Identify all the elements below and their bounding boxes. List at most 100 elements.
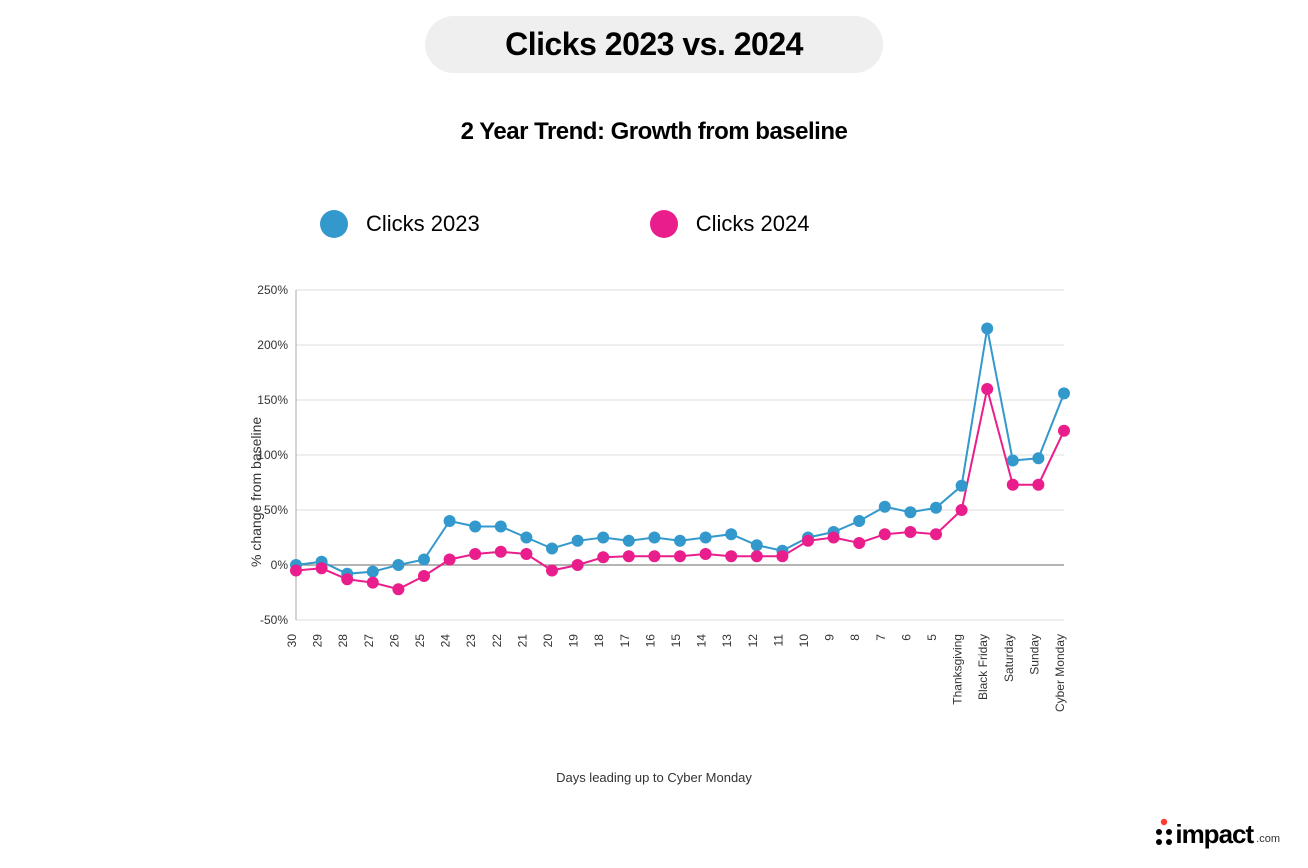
legend-item: Clicks 2024 xyxy=(650,210,810,238)
series-marker xyxy=(418,570,430,582)
series-marker xyxy=(1007,479,1019,491)
logo-suffix: .com xyxy=(1256,833,1280,845)
x-tick-label: 28 xyxy=(336,634,350,648)
series-marker xyxy=(444,554,456,566)
series-marker xyxy=(623,550,635,562)
x-tick-label: 21 xyxy=(515,634,529,648)
series-marker xyxy=(367,577,379,589)
y-tick-label: 50% xyxy=(264,503,288,517)
series-marker xyxy=(1032,452,1044,464)
series-marker xyxy=(879,501,891,513)
series-marker xyxy=(879,528,891,540)
y-tick-label: 150% xyxy=(257,393,288,407)
logo-dots-icon xyxy=(1155,818,1173,850)
page-root: Clicks 2023 vs. 2024 2 Year Trend: Growt… xyxy=(0,0,1308,868)
series-marker xyxy=(828,532,840,544)
series-marker xyxy=(981,323,993,335)
series-marker xyxy=(392,583,404,595)
series-marker xyxy=(392,559,404,571)
series-marker xyxy=(776,550,788,562)
x-tick-label: 19 xyxy=(567,634,581,648)
series-marker xyxy=(930,502,942,514)
x-tick-label: 10 xyxy=(797,634,811,648)
x-tick-label: Cyber Monday xyxy=(1053,634,1067,712)
series-marker xyxy=(597,551,609,563)
x-tick-label: 29 xyxy=(311,634,325,648)
x-tick-label: 24 xyxy=(439,634,453,648)
legend-label: Clicks 2023 xyxy=(366,211,480,237)
series-marker xyxy=(751,550,763,562)
x-tick-label: 22 xyxy=(490,634,504,648)
series-marker xyxy=(495,521,507,533)
x-tick-label: 16 xyxy=(643,634,657,648)
series-marker xyxy=(418,554,430,566)
x-tick-label: 26 xyxy=(387,634,401,648)
chart-title-pill: Clicks 2023 vs. 2024 xyxy=(425,16,883,73)
series-marker xyxy=(751,539,763,551)
y-tick-label: 200% xyxy=(257,338,288,352)
legend-item: Clicks 2023 xyxy=(320,210,480,238)
series-marker xyxy=(316,562,328,574)
series-marker xyxy=(648,532,660,544)
x-tick-label: 15 xyxy=(669,634,683,648)
legend-dot-icon xyxy=(650,210,678,238)
series-marker xyxy=(1007,455,1019,467)
y-tick-label: 0% xyxy=(271,558,289,572)
x-tick-label: 12 xyxy=(746,634,760,648)
series-marker xyxy=(853,537,865,549)
x-tick-label: 30 xyxy=(285,634,299,648)
x-tick-label: 9 xyxy=(823,634,837,641)
logo-text: impact xyxy=(1175,819,1253,850)
legend-dot-icon xyxy=(320,210,348,238)
series-marker xyxy=(341,573,353,585)
x-tick-label: Saturday xyxy=(1002,634,1016,682)
y-tick-label: 250% xyxy=(257,283,288,297)
series-marker xyxy=(290,565,302,577)
series-marker xyxy=(520,548,532,560)
x-tick-label: 17 xyxy=(618,634,632,648)
chart-area: -50%0%50%100%150%200%250%302928272625242… xyxy=(236,280,1076,745)
x-tick-label: 27 xyxy=(362,634,376,648)
series-marker xyxy=(725,528,737,540)
series-marker xyxy=(572,559,584,571)
series-marker xyxy=(674,535,686,547)
x-tick-label: Sunday xyxy=(1027,634,1041,675)
series-marker xyxy=(930,528,942,540)
series-marker xyxy=(546,543,558,555)
x-tick-label: Black Friday xyxy=(976,634,990,700)
chart-subtitle: 2 Year Trend: Growth from baseline xyxy=(461,118,848,146)
series-marker xyxy=(956,480,968,492)
series-marker xyxy=(623,535,635,547)
series-marker xyxy=(700,548,712,560)
x-tick-label: 18 xyxy=(592,634,606,648)
y-tick-label: -50% xyxy=(260,613,288,627)
x-tick-label: 5 xyxy=(925,634,939,641)
series-marker xyxy=(802,535,814,547)
series-marker xyxy=(572,535,584,547)
series-marker xyxy=(546,565,558,577)
x-tick-label: 13 xyxy=(720,634,734,648)
series-marker xyxy=(700,532,712,544)
x-tick-label: 20 xyxy=(541,634,555,648)
x-tick-label: 8 xyxy=(848,634,862,641)
series-marker xyxy=(981,383,993,395)
x-tick-label: 25 xyxy=(413,634,427,648)
x-tick-label: 6 xyxy=(899,634,913,641)
legend: Clicks 2023 Clicks 2024 xyxy=(320,210,809,238)
series-marker xyxy=(648,550,660,562)
x-tick-label: 7 xyxy=(874,634,888,641)
series-marker xyxy=(956,504,968,516)
x-tick-label: 11 xyxy=(771,634,785,647)
chart-title: Clicks 2023 vs. 2024 xyxy=(505,26,803,62)
brand-logo: impact .com xyxy=(1155,818,1280,850)
series-marker xyxy=(520,532,532,544)
series-marker xyxy=(469,521,481,533)
series-marker xyxy=(444,515,456,527)
series-marker xyxy=(904,526,916,538)
x-tick-label: 14 xyxy=(695,634,709,648)
series-marker xyxy=(1058,387,1070,399)
series-marker xyxy=(674,550,686,562)
series-marker xyxy=(469,548,481,560)
series-marker xyxy=(1032,479,1044,491)
series-marker xyxy=(1058,425,1070,437)
